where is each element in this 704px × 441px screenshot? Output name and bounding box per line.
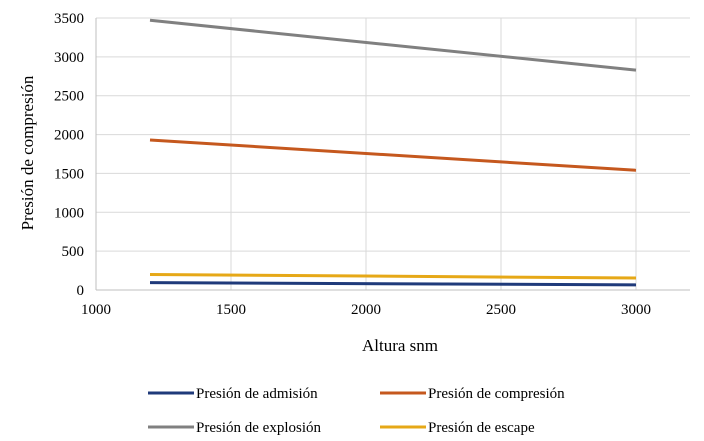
- legend-label-3: Presión de escape: [428, 420, 535, 436]
- series-line-3: [149, 273, 637, 280]
- y-tick-label: 0: [77, 283, 85, 299]
- y-axis-title: Presión de compresión: [18, 75, 37, 230]
- y-tick-label: 3500: [54, 11, 84, 27]
- x-axis-title: Altura snm: [362, 336, 438, 355]
- series-lines: [149, 18, 637, 287]
- gridlines: [96, 17, 690, 290]
- x-tick-label: 3000: [621, 302, 651, 318]
- y-tick-label: 1500: [54, 166, 84, 182]
- legend-label-0: Presión de admisión: [196, 386, 318, 402]
- tick-labels: 0 500 1000 1500 2000 2500 3000 3500 1000 1500 2000…: [54, 11, 651, 318]
- y-tick-label: 1000: [54, 205, 84, 221]
- legend: Presión de admisión Presión de compresión…: [148, 386, 565, 436]
- series-line-0: [149, 281, 637, 287]
- series-line-2: [149, 18, 637, 72]
- legend-label-2: Presión de explosión: [196, 420, 321, 436]
- series-line-1: [149, 138, 637, 172]
- y-tick-label: 500: [62, 244, 85, 260]
- axes: [95, 18, 690, 291]
- y-tick-label: 3000: [54, 50, 84, 66]
- y-tick-label: 2000: [54, 128, 84, 144]
- x-tick-label: 2000: [351, 302, 381, 318]
- x-tick-label: 2500: [486, 302, 516, 318]
- y-tick-label: 2500: [54, 89, 84, 105]
- x-tick-label: 1500: [216, 302, 246, 318]
- x-tick-label: 1000: [81, 302, 111, 318]
- legend-label-1: Presión de compresión: [428, 386, 565, 402]
